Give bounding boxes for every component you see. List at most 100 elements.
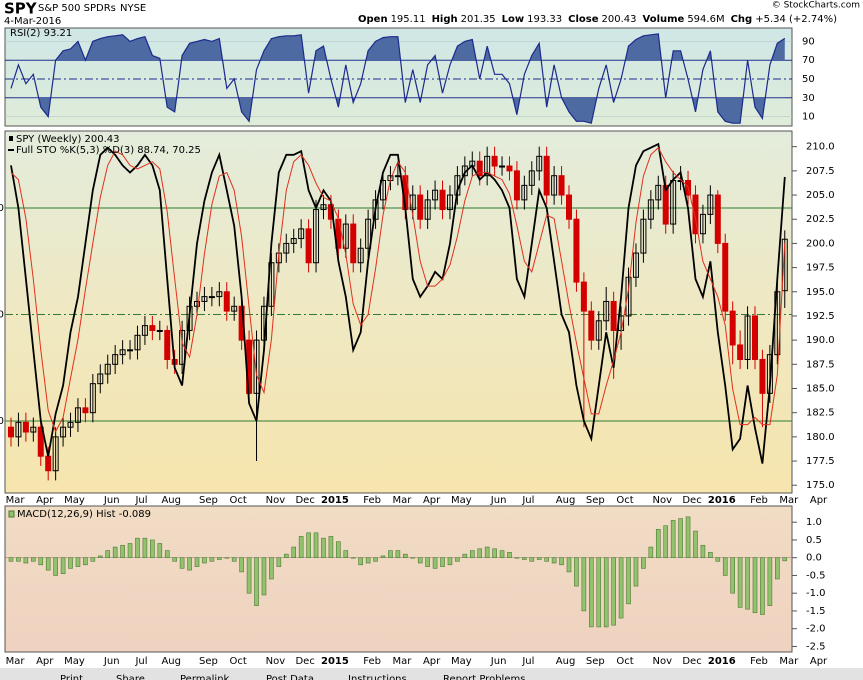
bar	[492, 548, 497, 559]
y-tick-label: 207.5	[806, 166, 835, 177]
x-tick-label: Jun	[490, 495, 507, 506]
candle-body	[305, 228, 312, 264]
toolbar-item[interactable]: Share	[116, 674, 145, 680]
bar	[641, 557, 646, 569]
bar	[693, 530, 698, 559]
bar	[700, 544, 706, 559]
toolbar-item[interactable]: Post Data	[266, 674, 314, 680]
x-tick-label: Jun	[103, 656, 120, 667]
candle-body	[580, 281, 587, 312]
x-tick-label: Dec	[295, 656, 314, 667]
bar	[75, 557, 81, 567]
bar	[477, 548, 483, 559]
y-tick-label: 195.0	[806, 287, 835, 298]
candle-body	[45, 455, 52, 472]
y-tick-label: 50	[0, 310, 4, 321]
bar	[395, 550, 401, 558]
bar	[499, 550, 505, 558]
bar	[53, 557, 58, 576]
candle-body	[194, 300, 200, 307]
quote-value: 195.11	[391, 14, 426, 25]
legend-icon	[8, 510, 15, 518]
panel-title: SPY (Weekly) 200.43	[16, 134, 120, 145]
bar	[410, 557, 416, 559]
quote-label: Volume	[643, 14, 685, 25]
bar	[380, 555, 386, 558]
bar	[135, 537, 140, 558]
candle-body	[551, 175, 558, 196]
toolbar-item[interactable]: Print	[60, 674, 83, 680]
candle-body	[588, 310, 595, 341]
candle-body	[424, 199, 431, 220]
bar	[358, 557, 363, 566]
bar	[722, 557, 728, 576]
x-tick-label: Apr	[810, 495, 828, 506]
bar	[45, 557, 51, 571]
candle-body	[699, 213, 706, 235]
x-tick-label: Oct	[616, 495, 633, 506]
y-tick-label: 177.5	[806, 456, 835, 467]
candle-body	[60, 426, 67, 438]
candle-body	[52, 436, 59, 472]
bar	[23, 557, 29, 564]
candle-body	[350, 223, 357, 264]
bar	[633, 557, 639, 587]
x-tick-label: Sep	[199, 495, 218, 506]
candle-body	[97, 373, 104, 385]
toolbar-item[interactable]: Report Problems	[443, 674, 525, 680]
candle-body	[89, 383, 96, 414]
bar	[16, 557, 21, 562]
symbol: SPY	[4, 0, 38, 18]
bar	[373, 557, 378, 562]
bar	[142, 537, 148, 558]
toolbar-item[interactable]: Permalink	[180, 674, 230, 680]
x-tick-label: Feb	[363, 495, 381, 506]
sto-line	[10, 146, 786, 433]
x-tick-label: Nov	[266, 495, 286, 506]
bar	[202, 557, 207, 564]
bar	[752, 557, 758, 614]
x-tick-label: Feb	[750, 656, 768, 667]
candle-body	[521, 184, 528, 201]
candle-body	[446, 194, 453, 211]
x-tick-label: Aug	[161, 656, 181, 667]
candle-body	[417, 194, 424, 220]
x-tick-label: Aug	[556, 656, 576, 667]
legend-icon	[9, 136, 13, 141]
x-tick-label: Feb	[750, 495, 768, 506]
bar	[31, 557, 36, 562]
bar	[730, 557, 735, 594]
candle-body	[625, 276, 632, 317]
bar	[261, 557, 267, 596]
bar	[670, 520, 676, 558]
bar	[551, 557, 557, 564]
quote-label: Open	[358, 14, 388, 25]
candle-body	[372, 199, 379, 220]
x-tick-label: Nov	[266, 656, 286, 667]
panel-title: MACD(12,26,9) Hist -0.089	[17, 509, 151, 520]
candle-body	[640, 218, 647, 254]
toolbar-item[interactable]: Instructions	[348, 674, 407, 680]
bar	[120, 544, 125, 559]
candle-body	[506, 165, 513, 172]
bar	[648, 546, 654, 558]
candle-body	[558, 175, 565, 196]
bar	[559, 557, 564, 566]
bar	[574, 557, 579, 587]
bar	[529, 557, 535, 562]
bar	[596, 557, 602, 628]
y-tick-label: 182.5	[806, 408, 835, 419]
bar	[425, 557, 430, 567]
x-tick-label: Mar	[779, 656, 799, 667]
date: 4-Mar-2016	[4, 16, 61, 27]
candle-body	[737, 344, 744, 360]
candle-body	[394, 175, 401, 178]
bar	[522, 557, 527, 560]
bar	[655, 528, 661, 558]
bar	[97, 555, 103, 558]
quote-value: 193.33	[527, 14, 562, 25]
candle-body	[566, 194, 572, 220]
candle-body	[499, 165, 506, 168]
quote-value: +5.34 (+2.74%)	[755, 14, 837, 25]
x-tick-label: May	[64, 656, 85, 667]
